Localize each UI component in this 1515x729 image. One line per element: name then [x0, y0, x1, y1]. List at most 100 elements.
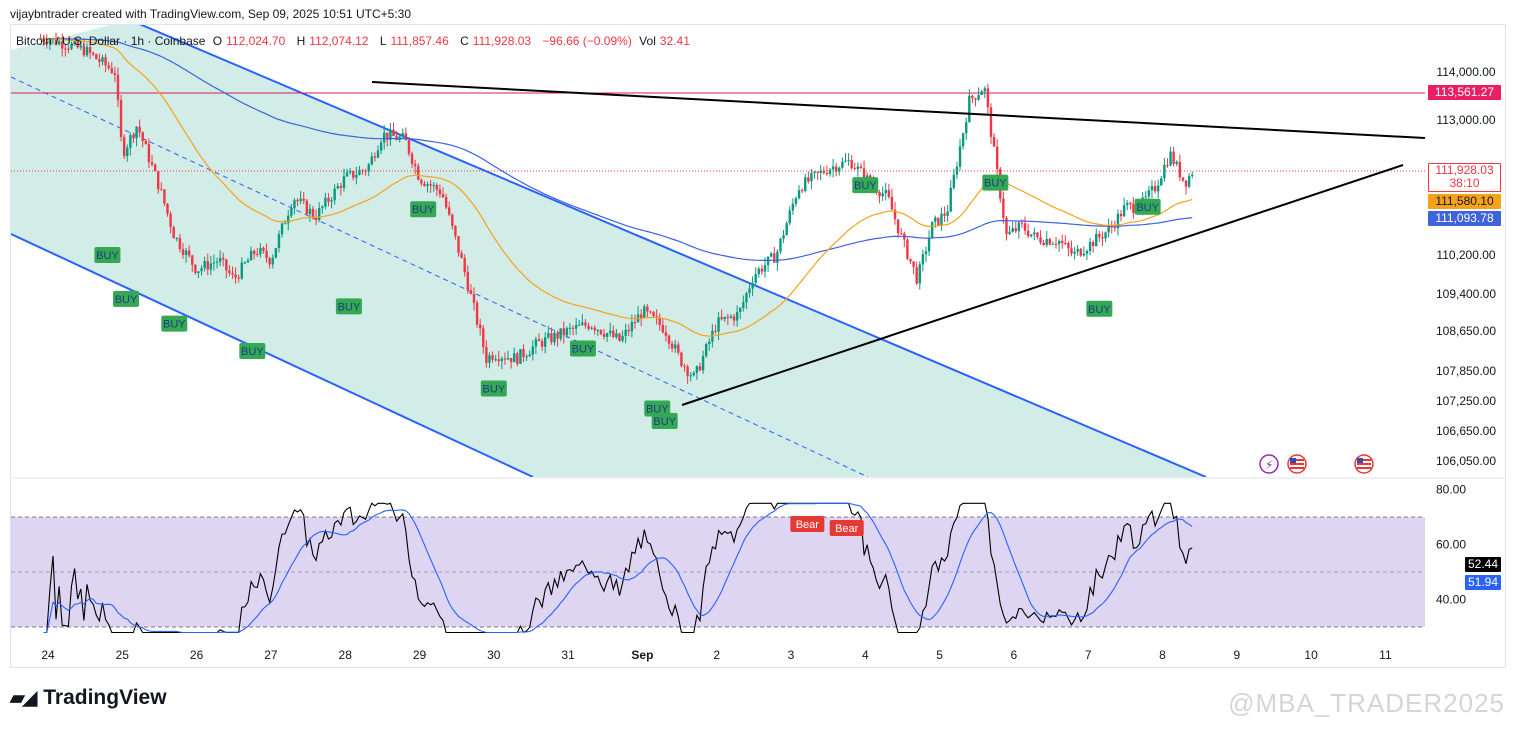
- candle-body: [862, 168, 866, 182]
- rsi-value-label: 52.44: [1465, 557, 1501, 572]
- candle-body: [256, 253, 259, 255]
- price-axis[interactable]: 114,000.00 113,000.00 110,200.00 109,400.00…: [1436, 65, 1496, 468]
- candle-body: [1054, 243, 1058, 245]
- symbol-name[interactable]: Bitcoin / U.S. Dollar · 1h · Coinbase: [16, 34, 206, 48]
- candle-body: [370, 156, 374, 165]
- buy-marker-box: [651, 413, 678, 429]
- candle-body: [822, 170, 826, 173]
- candle-body: [475, 302, 479, 325]
- candle-body: [695, 366, 699, 373]
- candle-body: [949, 187, 952, 212]
- candle-body: [856, 166, 860, 169]
- candle-body: [568, 327, 572, 329]
- candle-body: [680, 352, 683, 366]
- candle-body: [308, 208, 312, 215]
- buy-marker-label: BUY: [646, 404, 669, 416]
- candle-body: [980, 91, 983, 96]
- buy-marker-box: [1134, 198, 1161, 215]
- candle-body: [1147, 190, 1151, 197]
- ohlc-low: L 111,857.46: [379, 34, 449, 48]
- candle-body: [423, 183, 426, 186]
- candle-body: [324, 197, 327, 207]
- candle-body: [1020, 222, 1024, 224]
- buy-marker-label: BUY: [572, 344, 595, 356]
- time-tick-label: 2: [713, 648, 720, 662]
- time-axis[interactable]: 24 25 26 27 28 29 30 31 Sep 2 3 4 5 6 7 8 9 10 11: [41, 648, 1392, 662]
- candle-body: [881, 193, 884, 197]
- candle-body: [785, 223, 788, 236]
- candle-body: [1116, 213, 1120, 229]
- svg-text:⚡: ⚡: [1265, 458, 1273, 472]
- price-tick-label: 106,650.00: [1436, 424, 1496, 438]
- candle-body: [543, 337, 547, 347]
- candle-body: [497, 359, 500, 362]
- candle-body: [639, 314, 643, 319]
- rsi-axis[interactable]: 80.00 60.00 40.00: [1436, 483, 1466, 607]
- candle-body: [290, 208, 293, 216]
- candle-body: [435, 184, 439, 190]
- candle-body: [1160, 178, 1163, 186]
- candle-body: [268, 258, 271, 265]
- candle-body: [1113, 226, 1117, 229]
- candle-body: [243, 262, 247, 264]
- candle-body: [896, 219, 900, 234]
- candle-body: [794, 198, 798, 204]
- candle-body: [1005, 217, 1008, 235]
- time-tick-label: 10: [1304, 648, 1318, 662]
- candle-body: [689, 375, 692, 377]
- candle-body: [444, 197, 448, 208]
- candle-body: [1085, 251, 1089, 254]
- candle-body: [599, 329, 603, 334]
- lightning-icon[interactable]: [1259, 454, 1279, 474]
- candle-body: [968, 95, 971, 123]
- tradingview-brand: TradingView: [43, 686, 167, 709]
- candle-body: [472, 293, 476, 303]
- candle-body: [924, 251, 928, 255]
- candle-body: [141, 132, 144, 141]
- candle-body: [633, 322, 637, 324]
- candle-body: [906, 239, 909, 259]
- candle-body: [760, 268, 764, 272]
- candle-body: [163, 189, 166, 204]
- candle-body: [463, 258, 466, 273]
- candle-body: [646, 306, 649, 312]
- candle-body: [116, 74, 120, 101]
- time-tick-label: 3: [788, 648, 795, 662]
- resistance-price-label: 113,561.27: [1428, 85, 1501, 100]
- candle-body: [965, 122, 968, 134]
- bear-marker-label: Bear: [796, 519, 820, 531]
- candle-body: [345, 172, 349, 177]
- candle-body: [578, 324, 581, 326]
- candle-body: [1079, 248, 1082, 256]
- candle-body: [1150, 186, 1154, 191]
- candle-body: [48, 40, 52, 44]
- candle-body: [698, 366, 702, 371]
- tradingview-logo[interactable]: ▰◢ TradingView: [10, 686, 167, 710]
- candle-body: [652, 312, 655, 317]
- candle-body: [1166, 165, 1169, 167]
- buy-marker-label: BUY: [412, 204, 435, 216]
- candle-body: [379, 142, 383, 151]
- candle-body: [85, 46, 89, 56]
- candle-body: [878, 192, 881, 197]
- candle-body: [1098, 233, 1101, 238]
- candle-body: [194, 264, 197, 274]
- candle-body: [615, 333, 618, 337]
- price-tick-label: 109,400.00: [1436, 287, 1496, 301]
- candle-body: [708, 341, 711, 345]
- candle-body: [410, 153, 414, 165]
- candle-body: [800, 190, 804, 192]
- candle-body: [927, 238, 931, 252]
- candle-body: [169, 213, 172, 228]
- candle-body: [417, 166, 420, 180]
- candle-body: [1191, 174, 1194, 177]
- candle-body: [745, 293, 748, 303]
- candle-body: [327, 197, 330, 202]
- candle-body: [1169, 151, 1172, 166]
- candle-body: [1064, 243, 1067, 245]
- candle-body: [150, 162, 154, 165]
- candle-body: [983, 88, 986, 92]
